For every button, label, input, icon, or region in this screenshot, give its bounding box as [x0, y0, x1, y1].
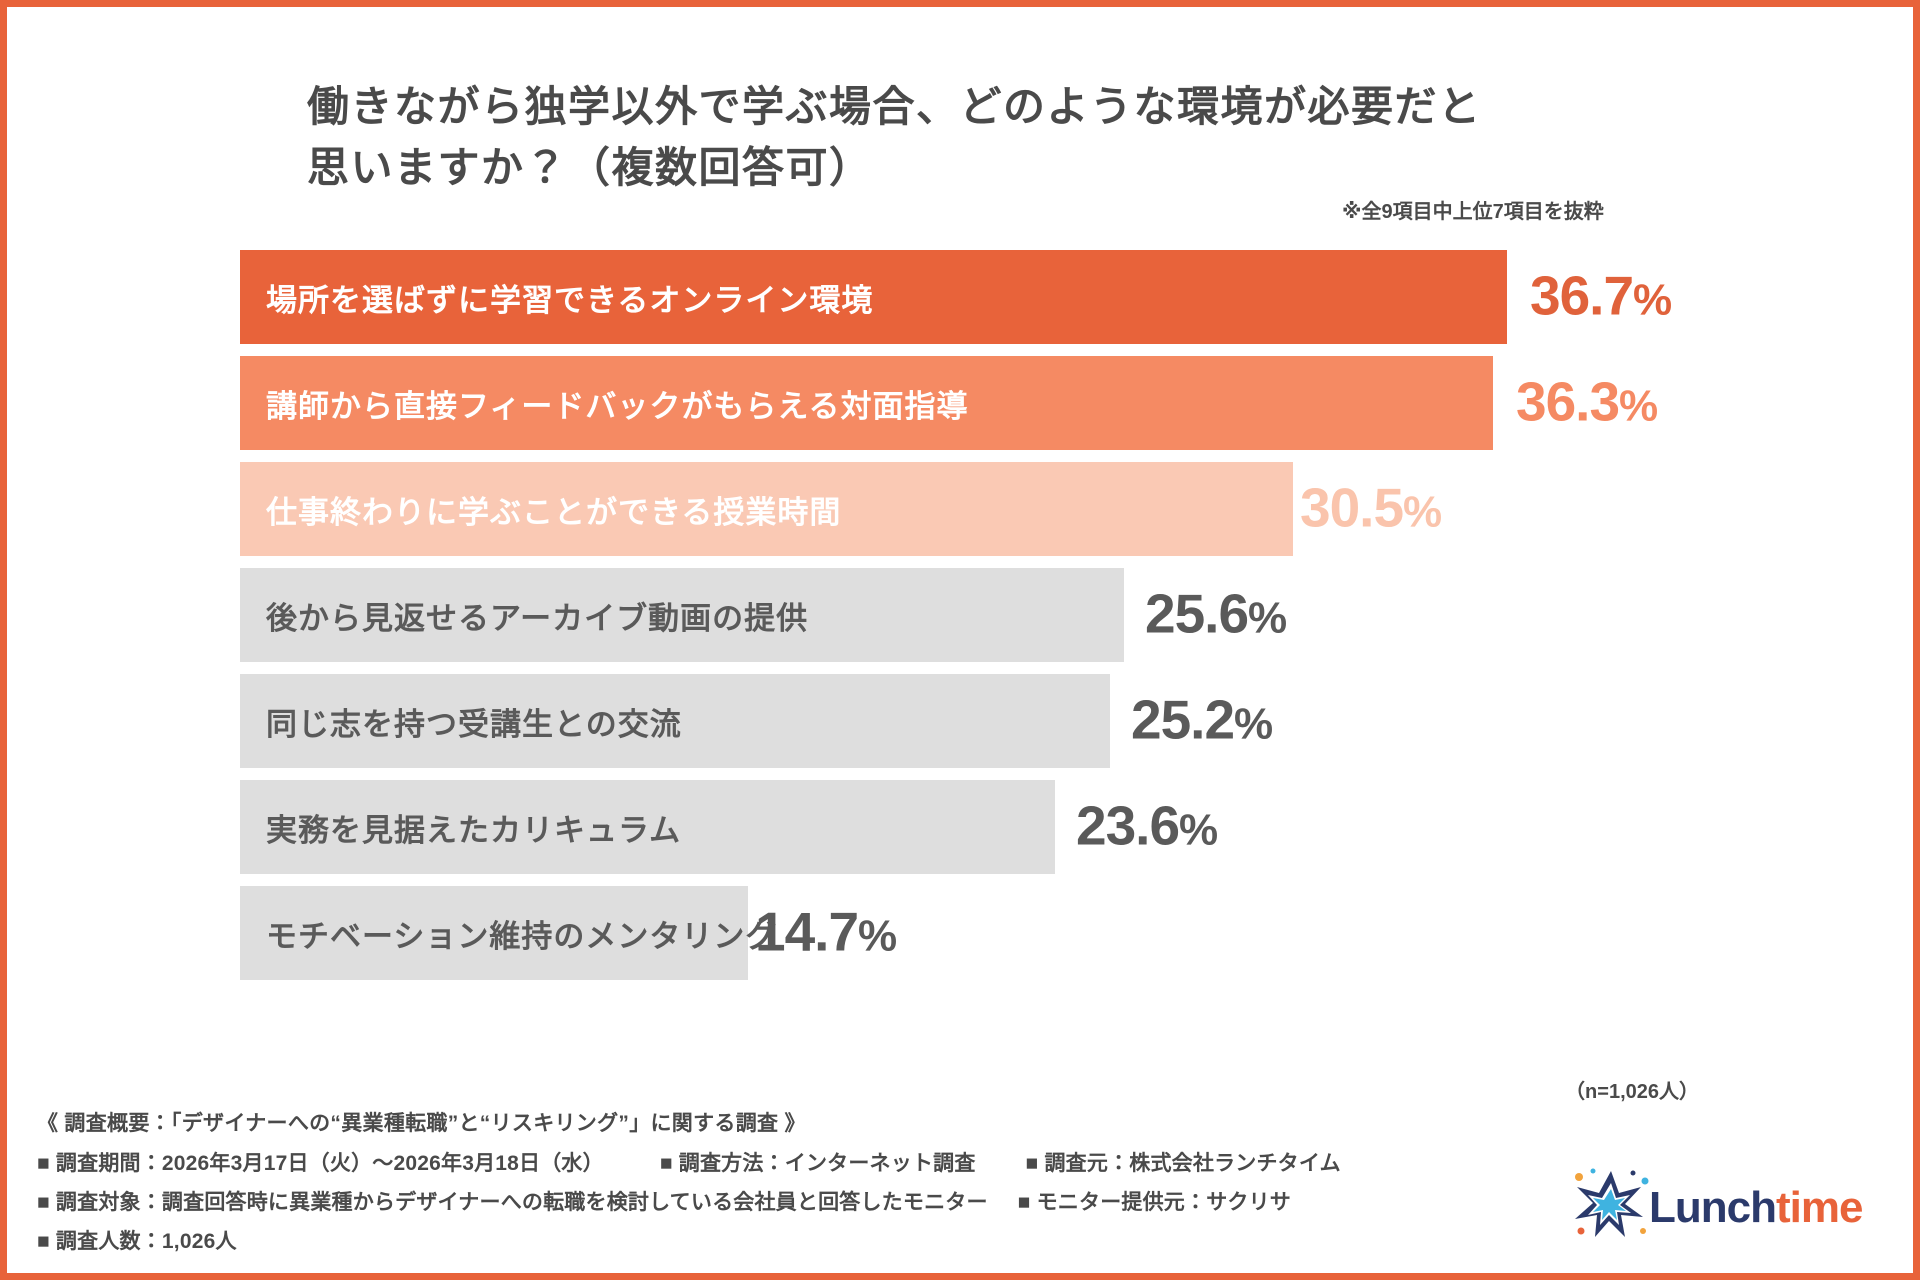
survey-period: ■ 調査期間：2026年3月17日（火）〜2026年3月18日（水）: [37, 1152, 604, 1175]
bar-value-label: 25.6%: [1145, 582, 1287, 645]
page-content: 働きながら独学以外で学ぶ場合、どのような環境が必要だと 思いますか？（複数回答可…: [7, 7, 1920, 1287]
survey-footer: 《 調査概要：「デザイナーへの“異業種転職”と“リスキリング”」に関する調査 》…: [37, 1107, 1597, 1264]
footer-row-3: ■ 調査人数：1,026人: [37, 1225, 1597, 1255]
burst-icon: [1575, 1168, 1649, 1237]
logo-wordmark: Lunchtime: [1649, 1183, 1863, 1233]
bar-category-label: モチベーション維持のメンタリング: [266, 918, 778, 954]
footer-row-2: ■ 調査対象：調査回答時に異業種からデザイナーへの転職を検討している会社員と回答…: [37, 1186, 1597, 1216]
survey-target: ■ 調査対象：調査回答時に異業種からデザイナーへの転職を検討している会社員と回答…: [37, 1191, 988, 1214]
bar-1: 場所を選ばずに学習できるオンライン環境: [240, 250, 1507, 344]
bar-3: 仕事終わりに学ぶことができる授業時間: [240, 462, 1293, 556]
bar-4: 後から見返せるアーカイブ動画の提供: [240, 568, 1124, 662]
lunchtime-logo: Lunchtime: [1567, 1157, 1867, 1252]
logo-word-time: time: [1775, 1183, 1863, 1232]
sample-size-label: （n=1,026人）: [1565, 1081, 1699, 1103]
bar-value-label: 25.2%: [1131, 688, 1273, 751]
bar-category-label: 後から見返せるアーカイブ動画の提供: [266, 600, 809, 636]
bar-value-label: 14.7%: [755, 900, 897, 963]
title-line-1: 働きながら独学以外で学ぶ場合、どのような環境が必要だと: [307, 83, 1482, 130]
survey-method: ■ 調査方法：インターネット調査: [659, 1152, 976, 1175]
bar-row: 場所を選ばずに学習できるオンライン環境 36.7%: [240, 250, 1700, 344]
bar-value-label: 36.3%: [1516, 370, 1658, 433]
bar-6: 実務を見据えたカリキュラム: [240, 780, 1055, 874]
bar-row: 実務を見据えたカリキュラム 23.6%: [240, 780, 1700, 874]
bar-category-label: 場所を選ばずに学習できるオンライン環境: [266, 282, 874, 318]
survey-source: ■ 調査元：株式会社ランチタイム: [1025, 1152, 1341, 1175]
bar-row: 後から見返せるアーカイブ動画の提供 25.6%: [240, 568, 1700, 662]
bar-category-label: 同じ志を持つ受講生との交流: [266, 706, 682, 742]
page-title: 働きながら独学以外で学ぶ場合、どのような環境が必要だと 思いますか？（複数回答可…: [307, 77, 1687, 199]
chart-extract-note: ※全9項目中上位7項目を抜粋: [1342, 201, 1604, 223]
bar-value-label: 30.5%: [1300, 476, 1442, 539]
footer-row-1: ■ 調査期間：2026年3月17日（火）〜2026年3月18日（水） ■ 調査方…: [37, 1147, 1597, 1177]
bar-category-label: 仕事終わりに学ぶことができる授業時間: [266, 494, 842, 530]
bar-row: モチベーション維持のメンタリング 14.7%: [240, 886, 1700, 980]
bar-value-label: 36.7%: [1530, 264, 1672, 327]
title-line-2: 思いますか？（複数回答可）: [307, 143, 873, 191]
monitor-provider: ■ モニター提供元：サクリサ: [1017, 1191, 1291, 1214]
bar-7: モチベーション維持のメンタリング: [240, 886, 776, 980]
bar-row: 同じ志を持つ受講生との交流 25.2%: [240, 674, 1700, 768]
bar-row: 仕事終わりに学ぶことができる授業時間 30.5%: [240, 462, 1700, 556]
survey-count: ■ 調査人数：1,026人: [37, 1230, 237, 1253]
bar-2: 講師から直接フィードバックがもらえる対面指導: [240, 356, 1493, 450]
bar-value-label: 23.6%: [1076, 794, 1218, 857]
logo-word-lunch: Lunch: [1649, 1183, 1777, 1232]
bar-5: 同じ志を持つ受講生との交流: [240, 674, 1110, 768]
survey-overview-title: 《 調査概要：「デザイナーへの“異業種転職”と“リスキリング”」に関する調査 》: [37, 1112, 806, 1135]
bar-row: 講師から直接フィードバックがもらえる対面指導 36.3%: [240, 356, 1700, 450]
bar-chart: 場所を選ばずに学習できるオンライン環境 36.7% 講師から直接フィードバックがもら…: [240, 250, 1700, 992]
bar-category-label: 実務を見据えたカリキュラム: [266, 812, 682, 848]
bar-category-label: 講師から直接フィードバックがもらえる対面指導: [266, 388, 969, 424]
